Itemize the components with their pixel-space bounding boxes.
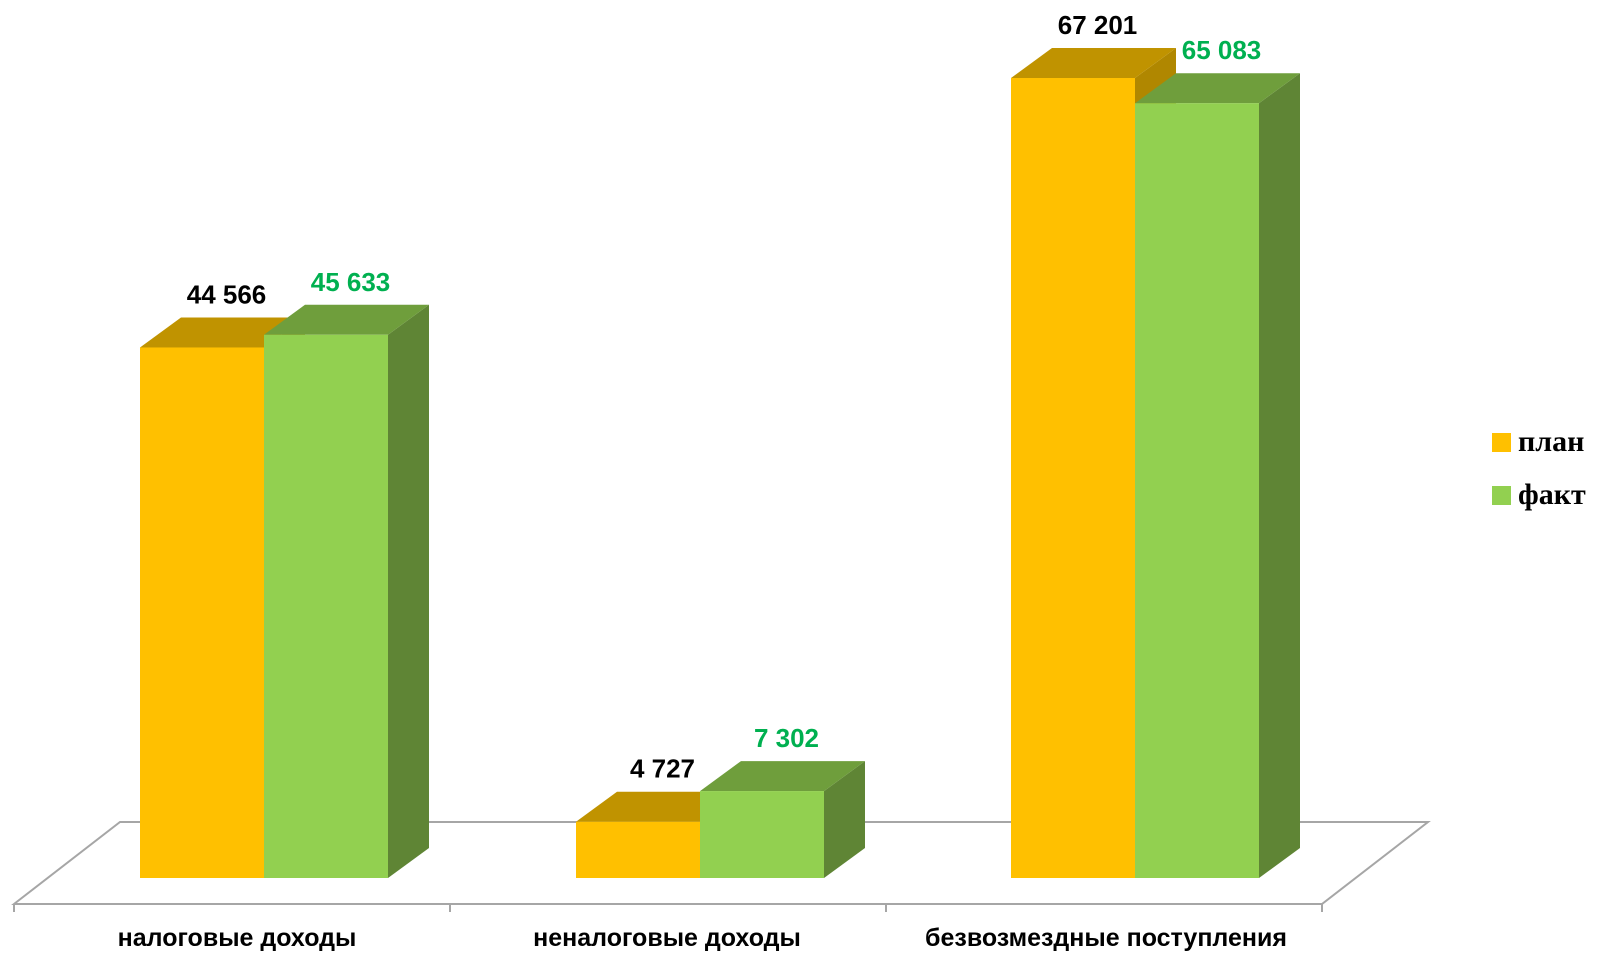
bar-top: [700, 761, 865, 792]
bar-front: [140, 347, 264, 878]
bar-front: [1135, 103, 1259, 878]
bar-front: [576, 821, 700, 878]
bar-top: [1135, 73, 1300, 104]
bar-front: [700, 791, 824, 878]
data-label: 65 083: [1182, 35, 1262, 65]
data-label: 45 633: [311, 267, 391, 297]
legend-swatch: [1492, 433, 1511, 452]
bar-top: [140, 317, 305, 348]
bar: [700, 761, 865, 878]
data-label: 67 201: [1058, 10, 1138, 40]
data-label: 7 302: [754, 723, 819, 753]
bar-top: [576, 791, 741, 822]
bar-side: [388, 304, 429, 879]
legend-swatch: [1492, 486, 1511, 505]
legend: план факт: [1492, 425, 1586, 511]
bar-top: [1011, 48, 1176, 78]
bars-group: [140, 48, 1300, 879]
bar: [264, 304, 429, 879]
bar-front: [264, 334, 388, 879]
x-tick-label: неналоговые доходы: [533, 924, 801, 952]
bar-front: [1011, 78, 1135, 878]
legend-label: факт: [1518, 478, 1586, 511]
bar-side: [824, 761, 865, 878]
bar-side: [1259, 73, 1300, 878]
x-tick-label: безвозмездные поступления: [925, 924, 1287, 952]
value-labels-group: 44 566 45 633 4 727 7 302 67 201 65 083: [187, 10, 1262, 784]
bar-top: [264, 304, 429, 335]
data-label: 4 727: [630, 754, 695, 784]
x-axis: налоговые доходы неналоговые доходы безвоз…: [13, 904, 1323, 952]
data-label: 44 566: [187, 279, 267, 309]
legend-label: план: [1518, 425, 1584, 458]
bar: [1135, 73, 1300, 878]
x-tick-label: налоговые доходы: [118, 924, 357, 952]
